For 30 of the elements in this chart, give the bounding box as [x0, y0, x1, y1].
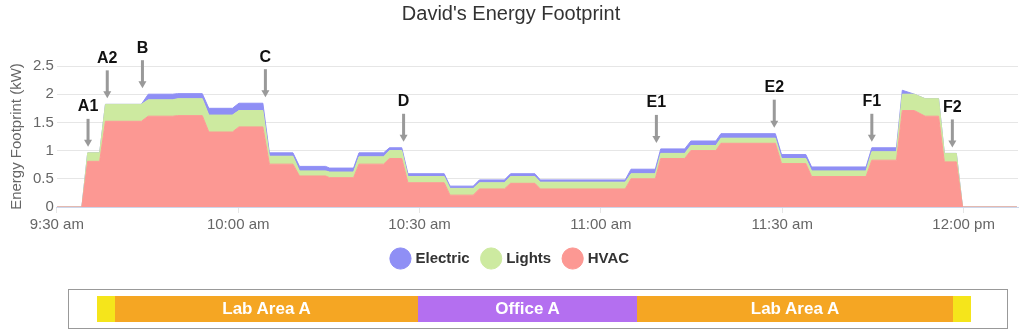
y-tick-label: 2 [45, 84, 54, 102]
y-tick-label: 0 [45, 197, 54, 215]
x-tick-label: 12:00 pm [932, 215, 995, 233]
x-tick-label: 11:00 am [570, 215, 632, 233]
annotation: F2 [943, 97, 962, 115]
x-tick-label: 10:30 am [388, 215, 451, 233]
annotation: A1 [77, 97, 99, 115]
x-tick-label: 11:30 am [751, 215, 813, 233]
category-label: Lab Area A [637, 296, 953, 322]
y-tick-label: 2.5 [32, 56, 54, 74]
category-label: Lab Area A [115, 296, 418, 322]
legend-label: Lights [506, 248, 552, 266]
chart-title: David's Energy Footprint [401, 1, 621, 24]
category-label: Office A [418, 296, 637, 322]
x-tick-label: 10:00 am [206, 215, 270, 233]
location-strip: Lab Area A Office A Lab Area A [97, 296, 971, 322]
y-tick-label: 1.5 [32, 112, 54, 130]
annotation: B [136, 38, 149, 56]
legend-label: HVAC [587, 248, 630, 266]
annotation: E1 [646, 93, 667, 111]
legend-label: Electric [415, 248, 470, 266]
annotation: D [397, 92, 410, 110]
annotation: A2 [97, 48, 118, 66]
x-tick-label: 9:30 am [29, 215, 84, 233]
annotation: C [259, 47, 272, 65]
y-tick-label: 1 [45, 140, 54, 158]
y-tick-label: 0.5 [32, 168, 54, 186]
annotation: F1 [862, 92, 882, 110]
annotation: E2 [764, 78, 785, 96]
y-axis-title: Energy Footprint (kW) [7, 63, 25, 210]
